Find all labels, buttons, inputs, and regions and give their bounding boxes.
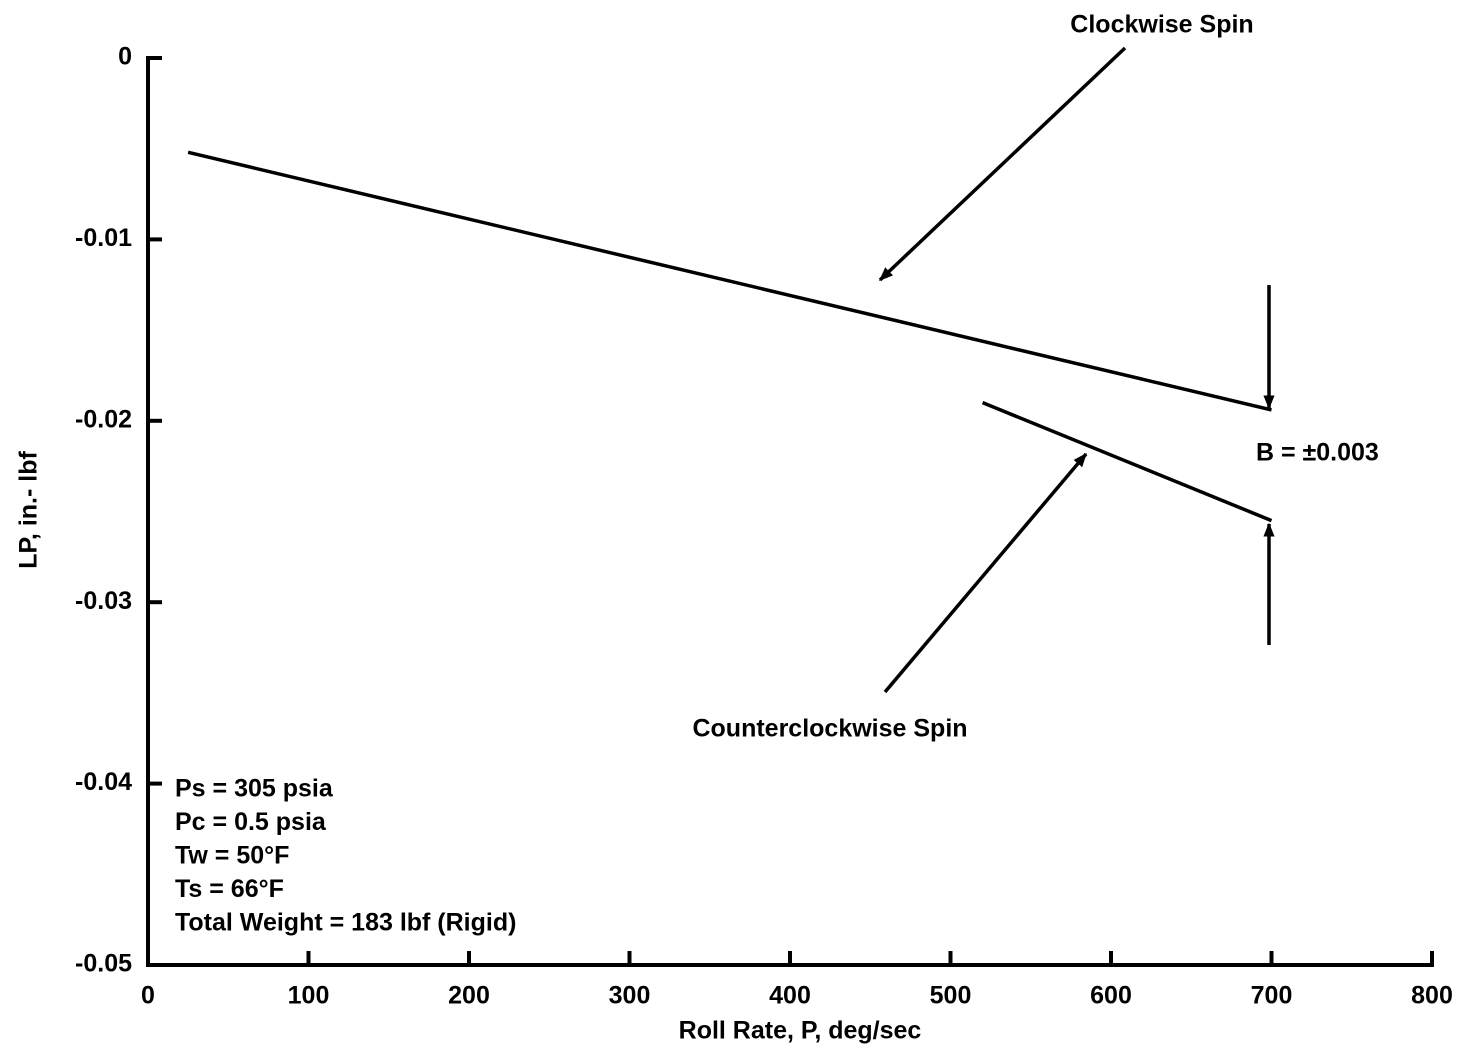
- series-annotation: Clockwise Spin: [1070, 11, 1253, 39]
- y-tick-label: -0.01: [75, 224, 132, 252]
- annotation-arrow: [878, 46, 1127, 282]
- x-tick-label: 400: [769, 982, 811, 1010]
- x-tick-label: 800: [1411, 982, 1453, 1010]
- x-tick-label: 700: [1251, 982, 1293, 1010]
- x-tick-label: 0: [141, 982, 155, 1010]
- annotation-arrow: [883, 452, 1088, 694]
- note-line: Pc = 0.5 psia: [175, 808, 327, 836]
- x-tick-label: 100: [288, 982, 330, 1010]
- series-annotation: Counterclockwise Spin: [692, 715, 967, 743]
- note-line: Total Weight = 183 lbf (Rigid): [175, 909, 516, 937]
- note-line: Ps = 305 psia: [175, 775, 334, 803]
- notes: Ps = 305 psia Pc = 0.5 psia Tw = 50°F Ts = …: [175, 775, 516, 937]
- y-tick-label: -0.05: [75, 950, 132, 978]
- y-tick-label: 0: [118, 43, 132, 71]
- note-line: Ts = 66°F: [175, 875, 284, 903]
- x-tick-label: 200: [448, 982, 490, 1010]
- y-tick-label: -0.02: [75, 405, 132, 433]
- x-axis-label: Roll Rate, P, deg/sec: [679, 1017, 922, 1045]
- series-line: [187, 150, 1272, 412]
- x-tick-label: 500: [930, 982, 972, 1010]
- x-tick-label: 600: [1090, 982, 1132, 1010]
- note-line: Tw = 50°F: [175, 842, 289, 870]
- series-line: [981, 401, 1273, 523]
- y-tick-label: -0.04: [75, 768, 132, 796]
- band-label: B = ±0.003: [1256, 439, 1379, 467]
- y-axis-label: LP, in.- lbf: [15, 451, 43, 569]
- y-tick-label: -0.03: [75, 587, 132, 615]
- x-tick-label: 300: [609, 982, 651, 1010]
